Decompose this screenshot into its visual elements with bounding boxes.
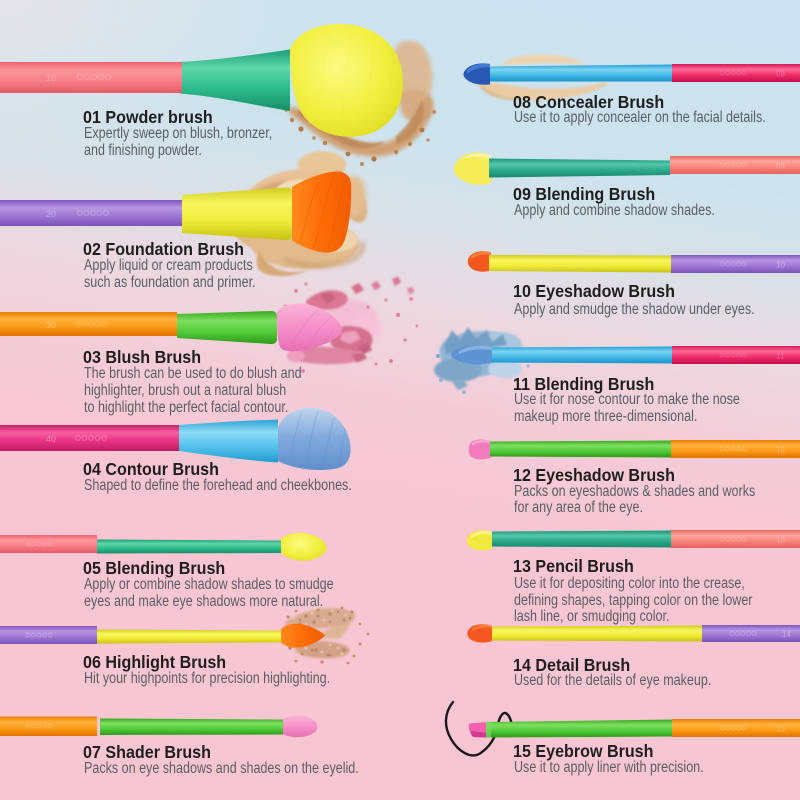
svg-text:13: 13 bbox=[776, 536, 785, 545]
svg-text:11: 11 bbox=[776, 352, 785, 361]
svg-text:30: 30 bbox=[46, 320, 56, 330]
svg-text:15: 15 bbox=[776, 725, 785, 734]
svg-text:08: 08 bbox=[776, 70, 785, 79]
svg-text:40: 40 bbox=[46, 434, 56, 444]
svg-text:10: 10 bbox=[46, 73, 56, 83]
svg-text:14: 14 bbox=[782, 630, 791, 639]
svg-text:09: 09 bbox=[776, 162, 785, 171]
svg-text:10: 10 bbox=[776, 261, 785, 270]
svg-text:20: 20 bbox=[46, 209, 56, 219]
svg-text:12: 12 bbox=[776, 446, 785, 455]
